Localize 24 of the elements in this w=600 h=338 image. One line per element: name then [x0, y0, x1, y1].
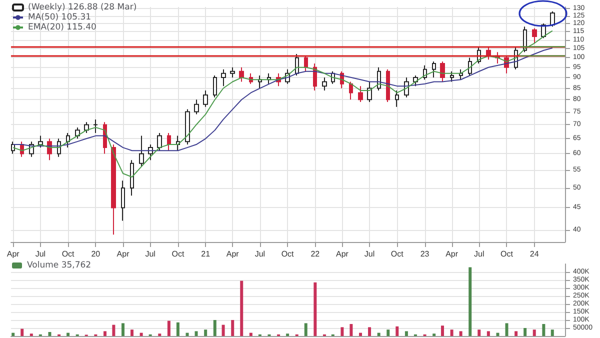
x-tick-label: Apr: [336, 250, 349, 258]
x-tick-label: Apr: [116, 250, 130, 258]
x-tick-label: 24: [530, 250, 540, 258]
legend-label: (Weekly) 126.88 (28 Mar): [28, 2, 137, 12]
x-tick-label: Oct: [390, 250, 404, 258]
x-tick-label: Apr: [446, 250, 458, 258]
x-tick-label: Jul: [254, 250, 266, 258]
x-tick-label: Oct: [172, 250, 185, 258]
legend-label: MA(50) 105.31: [28, 12, 92, 22]
x-tick-label: Oct: [281, 250, 295, 258]
x-tick-label: Apr: [226, 250, 240, 258]
x-tick-label: 21: [201, 250, 211, 258]
x-tick-label: Jul: [474, 250, 484, 258]
legend-label: EMA(20) 115.40: [28, 22, 96, 32]
x-tick-label: Oct: [500, 250, 514, 258]
x-tick-label: Jul: [364, 250, 375, 258]
x-tick-label: 20: [91, 250, 101, 258]
x-tick-label: Jul: [35, 250, 46, 258]
x-tick-label: 22: [310, 250, 320, 258]
x-tick-label: Apr: [6, 250, 20, 258]
legend-label: Volume 35,762: [27, 260, 92, 270]
x-tick-label: 23: [420, 250, 430, 258]
x-tick-label: Jul: [145, 250, 156, 258]
x-tick-label: Oct: [62, 250, 76, 258]
